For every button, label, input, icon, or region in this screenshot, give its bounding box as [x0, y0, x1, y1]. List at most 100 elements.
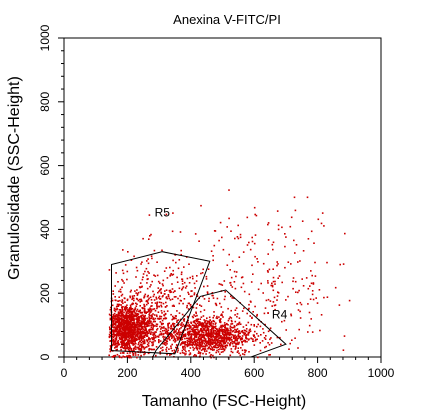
data-point	[133, 348, 135, 350]
data-point	[162, 317, 165, 320]
data-point	[131, 295, 134, 297]
data-point	[109, 331, 111, 333]
data-point	[255, 214, 258, 217]
data-point	[254, 234, 257, 236]
data-point	[246, 312, 248, 315]
data-point	[130, 337, 133, 339]
data-point	[132, 315, 134, 318]
data-point	[121, 320, 123, 323]
data-point	[118, 343, 121, 345]
data-point	[161, 346, 164, 349]
data-point	[177, 338, 180, 340]
data-point	[189, 295, 192, 298]
data-point	[207, 332, 210, 334]
data-point	[145, 312, 147, 314]
data-point	[284, 245, 286, 248]
data-point	[156, 329, 158, 331]
data-point	[154, 302, 157, 304]
data-point	[115, 306, 118, 308]
data-point	[125, 330, 127, 333]
data-point	[140, 347, 143, 349]
data-point	[171, 336, 173, 338]
data-point	[124, 331, 126, 333]
data-point	[149, 338, 151, 340]
data-point	[143, 335, 145, 338]
data-point	[129, 339, 131, 342]
data-point	[134, 312, 137, 314]
data-point	[200, 328, 202, 330]
data-point	[169, 299, 172, 301]
data-point	[267, 271, 269, 273]
data-point	[223, 339, 226, 342]
data-point	[229, 327, 231, 329]
data-point	[202, 268, 204, 271]
data-point	[119, 288, 122, 291]
data-point	[192, 343, 194, 345]
data-point	[148, 317, 151, 319]
data-point	[154, 325, 156, 327]
data-point	[227, 324, 229, 326]
data-point	[245, 328, 248, 330]
data-point	[142, 273, 145, 275]
data-point	[189, 352, 192, 354]
data-point	[197, 329, 199, 331]
data-point	[134, 308, 136, 310]
data-point	[263, 312, 266, 315]
data-point	[160, 315, 163, 318]
data-point	[236, 313, 239, 315]
data-point	[130, 328, 133, 330]
data-point	[244, 340, 247, 342]
data-point	[163, 332, 165, 335]
data-point	[180, 343, 182, 345]
data-point	[146, 330, 148, 333]
data-point	[224, 336, 226, 339]
data-point	[130, 335, 132, 338]
data-point	[184, 341, 187, 344]
data-point	[138, 324, 141, 327]
data-point	[202, 327, 204, 330]
data-point	[180, 300, 182, 302]
data-point	[130, 340, 132, 342]
data-point	[143, 329, 146, 332]
data-point	[171, 288, 174, 290]
data-point	[113, 326, 116, 329]
data-point	[125, 323, 128, 326]
data-point	[213, 230, 216, 232]
data-point	[177, 267, 180, 270]
data-point	[184, 347, 186, 349]
data-point	[183, 298, 186, 300]
data-point	[138, 318, 140, 320]
data-point	[146, 346, 148, 348]
data-point	[307, 303, 309, 305]
data-point	[249, 315, 251, 317]
x-tick-label: 200	[117, 366, 137, 380]
data-point	[149, 285, 151, 288]
data-point	[189, 330, 192, 333]
data-point	[142, 327, 144, 330]
data-point	[261, 340, 264, 342]
data-point	[151, 305, 153, 307]
data-point	[191, 344, 194, 347]
data-point	[188, 350, 190, 352]
data-point	[116, 303, 119, 306]
data-point	[229, 331, 232, 334]
data-point	[122, 347, 125, 350]
data-point	[216, 330, 219, 333]
data-point	[127, 335, 130, 337]
data-point	[133, 327, 135, 329]
data-point	[140, 334, 143, 336]
data-point	[146, 301, 149, 303]
data-point	[121, 314, 124, 317]
data-point	[143, 307, 146, 309]
data-point	[212, 327, 215, 330]
data-point	[189, 347, 192, 349]
data-point	[292, 287, 294, 290]
data-point	[190, 340, 192, 343]
data-point	[223, 280, 226, 282]
data-point	[114, 346, 117, 348]
data-point	[125, 343, 127, 345]
data-point	[148, 313, 150, 316]
data-point	[163, 338, 165, 340]
data-point	[160, 347, 162, 349]
data-point	[178, 323, 180, 326]
